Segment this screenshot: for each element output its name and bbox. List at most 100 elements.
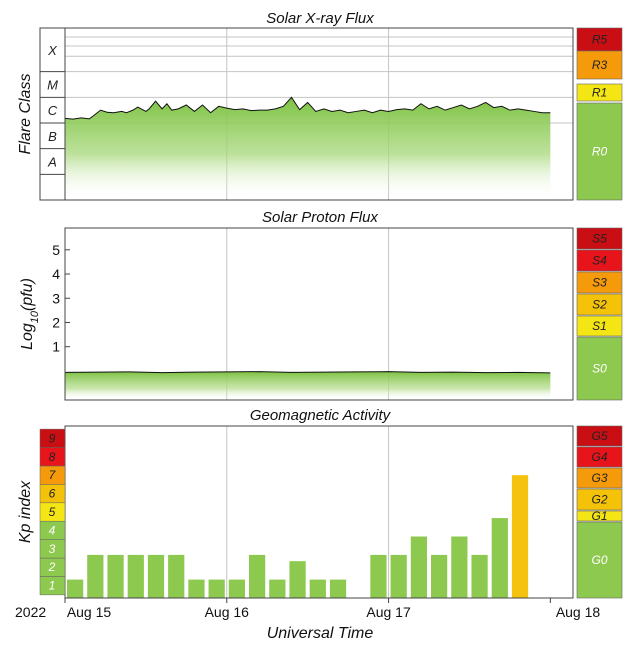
kp-index-scale: 1 2 3 4 5 6 7 8 9 xyxy=(39,428,66,596)
kp-bar-9 xyxy=(249,554,266,598)
x-tick-label-3: Aug 18 xyxy=(556,604,601,620)
kp-level-6: 6 xyxy=(49,487,56,501)
scale-G2: G2 xyxy=(576,488,623,511)
scale-R0-box xyxy=(576,102,623,201)
scale-R3-box xyxy=(576,50,623,80)
kp-grid xyxy=(226,426,390,598)
scale-R3-label: R3 xyxy=(592,58,608,72)
scale-G2-box xyxy=(576,488,623,511)
kp-bar-16 xyxy=(390,554,407,598)
flare-class-B: B xyxy=(48,129,57,144)
proton-tick-2: 2 xyxy=(52,314,60,330)
scale-S0-label: S0 xyxy=(592,362,607,376)
scale-R1-box xyxy=(576,83,623,102)
scale-S1-box xyxy=(576,315,623,337)
kp-level-box-9 xyxy=(39,428,66,448)
scale-S2-box xyxy=(576,293,623,316)
proton-plot-frame xyxy=(64,227,574,401)
kp-bar-20 xyxy=(471,554,488,598)
scale-R1-label: R1 xyxy=(592,86,607,100)
kp-bar-0 xyxy=(67,579,84,598)
scale-S5: S5 xyxy=(576,227,623,250)
scale-G0-label: G0 xyxy=(591,553,607,567)
scale-R0: R0 xyxy=(576,102,623,201)
kp-level-5: 5 xyxy=(49,505,56,519)
solar-radiation-scale: S5 S4 S3 S2 S1 S0 xyxy=(576,227,623,401)
scale-S3: S3 xyxy=(576,271,623,294)
x-axis-year: 2022 xyxy=(15,604,46,620)
xray-flux-area xyxy=(65,97,551,200)
kp-bar-3 xyxy=(127,554,144,598)
kp-bar-15 xyxy=(370,554,387,598)
proton-flux-area xyxy=(65,371,551,400)
kp-bar-8 xyxy=(228,579,246,598)
scale-G1-box xyxy=(576,510,623,522)
scale-S1-label: S1 xyxy=(592,319,607,333)
kp-bar-17 xyxy=(410,536,428,598)
scale-G4-label: G4 xyxy=(591,450,607,464)
scale-G3: G3 xyxy=(576,467,623,489)
kp-bar-5 xyxy=(168,554,185,598)
kp-bar-13 xyxy=(329,579,347,598)
flare-class-M: M xyxy=(47,77,58,92)
scale-G4: G4 xyxy=(576,446,623,468)
kp-level-7: 7 xyxy=(49,468,57,482)
kp-level-3: 3 xyxy=(49,542,56,556)
proton-tick-1: 1 xyxy=(52,339,60,355)
kp-bar-2 xyxy=(107,554,124,598)
kp-bar-19 xyxy=(451,536,468,598)
kp-bar-4 xyxy=(147,554,165,598)
proton-data xyxy=(64,371,551,400)
scale-G0-box xyxy=(576,521,623,599)
scale-G4-box xyxy=(576,446,623,468)
proton-tick-5: 5 xyxy=(52,242,60,258)
scale-G5-box xyxy=(576,425,623,447)
radio-blackout-scale: R5 R3 R1 R0 xyxy=(576,27,623,201)
proton-flux-line xyxy=(64,371,551,374)
scale-S0: S0 xyxy=(576,336,623,401)
xray-ylabel: Flare Class xyxy=(17,74,34,155)
scale-S3-box xyxy=(576,271,623,294)
proton-panel: Solar Proton Flux 1 2 3 4 5 S5 S4 S3 S2 S1 S0 Log… xyxy=(19,209,623,401)
scale-G1-label: G1 xyxy=(591,509,607,523)
scale-G5: G5 xyxy=(576,425,623,447)
kp-title: Geomagnetic Activity xyxy=(250,407,392,424)
x-axis-label: Universal Time xyxy=(267,625,374,642)
kp-bars xyxy=(67,475,529,598)
kp-bar-6 xyxy=(188,579,205,598)
kp-level-4: 4 xyxy=(49,523,56,537)
geomagnetic-storm-scale: G5 G4 G3 G2 G1 G0 xyxy=(576,425,623,599)
kp-bar-11 xyxy=(289,561,306,598)
flare-class-C: C xyxy=(48,103,58,118)
x-tick-label-1: Aug 16 xyxy=(205,604,250,620)
kp-level-9: 9 xyxy=(49,431,56,445)
scale-G3-box xyxy=(576,467,623,489)
scale-S4: S4 xyxy=(576,249,623,272)
scale-S5-label: S5 xyxy=(592,232,607,246)
scale-S5-box xyxy=(576,227,623,250)
proton-title: Solar Proton Flux xyxy=(262,209,378,226)
kp-ylabel: Kp index xyxy=(17,480,34,543)
scale-G3-label: G3 xyxy=(591,471,607,485)
kp-level-1: 1 xyxy=(49,579,56,593)
scale-G0: G0 xyxy=(576,521,623,599)
scale-S2: S2 xyxy=(576,293,623,316)
xray-title: Solar X-ray Flux xyxy=(266,10,374,27)
scale-R0-label: R0 xyxy=(592,145,608,159)
scale-S2-label: S2 xyxy=(592,298,607,312)
flare-class-A: A xyxy=(47,154,57,169)
scale-R1: R1 xyxy=(576,83,623,102)
kp-level-8: 8 xyxy=(49,450,56,464)
flare-class-X: X xyxy=(47,43,58,58)
scale-G1: G1 xyxy=(576,509,623,523)
scale-S1: S1 xyxy=(576,315,623,337)
kp-bar-12 xyxy=(309,579,326,598)
scale-R5-label: R5 xyxy=(592,33,608,47)
kp-level-2: 2 xyxy=(48,560,56,574)
x-tick-label-0: Aug 15 xyxy=(67,604,112,620)
x-tick-label-2: Aug 17 xyxy=(366,604,411,620)
